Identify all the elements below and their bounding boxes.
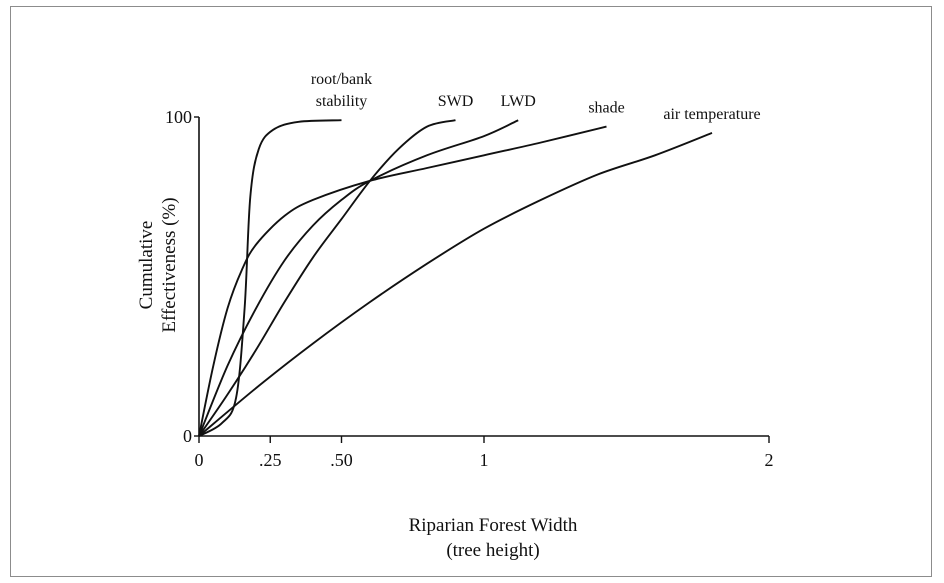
y-tick-label: 100 bbox=[165, 107, 192, 127]
chart-frame: 0 .25 .50 1 2 0 100 root/bank stability SWD LWD sh… bbox=[10, 6, 932, 577]
x-tick-label: 0 bbox=[195, 450, 204, 470]
y-tick-label: 0 bbox=[183, 426, 192, 446]
series-label-swd: SWD bbox=[438, 93, 474, 110]
curve-lwd bbox=[198, 119, 519, 437]
series-label-root-bank-stability: root/bank stability bbox=[311, 71, 372, 110]
curve-air-temperature bbox=[198, 132, 713, 437]
x-axis-subtitle: (tree height) bbox=[446, 540, 539, 561]
curves bbox=[198, 119, 713, 437]
axes: 0 .25 .50 1 2 0 100 bbox=[165, 107, 774, 470]
curve-root-bank-stability bbox=[198, 119, 342, 437]
series-labels: root/bank stability SWD LWD shade air tempera… bbox=[311, 71, 761, 123]
x-axis-title: Riparian Forest Width bbox=[409, 515, 578, 536]
x-tick-label: 2 bbox=[765, 450, 774, 470]
y-axis-subtitle: Effectiveness (%) bbox=[159, 197, 180, 332]
x-tick-label: .25 bbox=[259, 450, 282, 470]
chart: 0 .25 .50 1 2 0 100 root/bank stability SWD LWD sh… bbox=[136, 71, 774, 561]
curve-swd bbox=[198, 119, 456, 437]
x-tick-label: 1 bbox=[480, 450, 489, 470]
series-label-air-temperature: air temperature bbox=[663, 106, 760, 123]
series-label-shade: shade bbox=[588, 100, 624, 117]
curve-shade bbox=[198, 125, 607, 437]
series-label-lwd: LWD bbox=[501, 93, 536, 110]
y-axis-title: Cumulative bbox=[136, 221, 157, 310]
x-tick-label: .50 bbox=[330, 450, 353, 470]
